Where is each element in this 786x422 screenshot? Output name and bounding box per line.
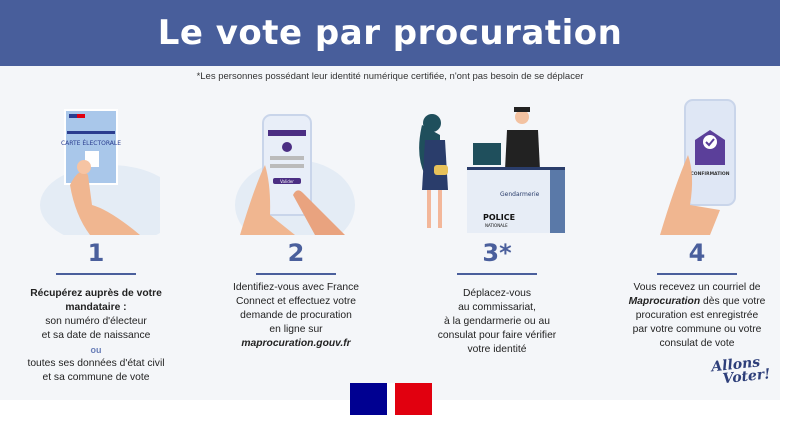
phone-illustration: Valider [235,114,355,235]
step-1: 1 Récupérez auprès de votre mandataire :… [0,238,196,385]
desk [467,169,565,233]
voter-card-icon [64,109,118,185]
maprocuration-link[interactable]: maprocuration.gouv.fr [241,338,351,349]
republique-francaise-logo [350,383,432,415]
slogan: Allons Voter! [710,354,772,388]
svg-text:NATIONALE: NATIONALE [485,223,508,228]
step-2: 2 Identifiez-vous avec France Connect et… [196,238,396,351]
divider [457,273,537,275]
step-number: 1 [87,239,105,267]
voter-card-illustration: CARTE ÉLECTORALE [40,109,160,235]
svg-text:POLICE: POLICE [483,213,515,222]
svg-text:Gendarmerie: Gendarmerie [500,191,540,198]
step-4: 4 Vous recevez un courriel de Maprocurat… [597,238,786,351]
footnote: *Les personnes possédant leur identité n… [196,71,584,82]
step-3: 3* Déplacez-vous au commissariat, à la g… [397,238,597,357]
divider [56,273,136,275]
card-label: CARTE ÉLECTORALE [61,139,121,147]
step-number: 4 [688,239,706,267]
header-banner: Le vote par procuration [0,0,780,66]
svg-text:CONFIRMATION: CONFIRMATION [690,171,729,177]
step-number: 2 [287,239,305,267]
step-number: 3* [482,239,512,267]
confirmation-phone-illustration: CONFIRMATION [660,99,736,235]
divider [657,273,737,275]
page-title: Le vote par procuration [157,13,623,53]
divider [256,273,336,275]
svg-text:Valider: Valider [280,179,294,184]
police-desk-illustration: Gendarmerie POLICE NATIONALE [419,107,565,233]
